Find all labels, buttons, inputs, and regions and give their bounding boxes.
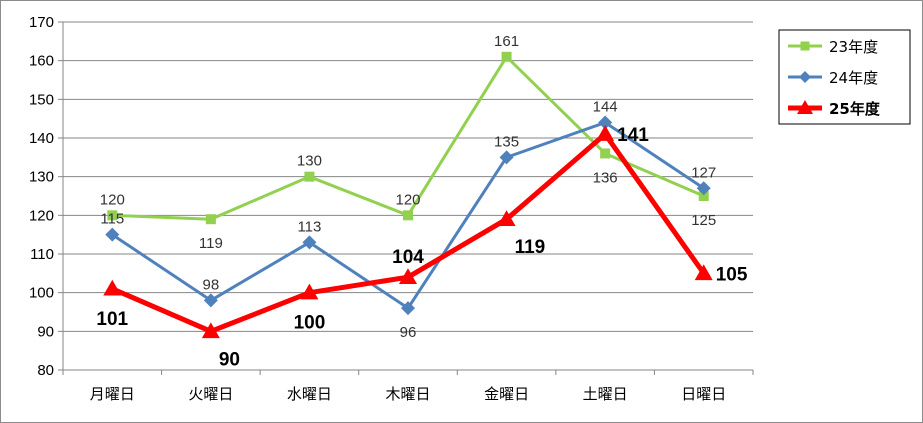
data-label: 127 [691,164,716,181]
data-point-square [205,214,216,225]
y-tick-label: 170 [29,14,54,31]
series-24年度 [105,115,711,316]
data-point-diamond [696,181,711,196]
data-label: 101 [96,309,128,330]
y-tick-label: 90 [37,323,54,340]
x-tick-label: 木曜日 [385,385,430,403]
data-point-square [107,210,118,221]
data-label: 100 [294,313,326,334]
data-labels: 120 119 130 120 161 136 125 115 98 113 96 135 144 127… [96,33,747,371]
data-label: 120 [100,191,125,208]
data-point-diamond [302,235,317,250]
y-axis-tick-labels: 80 90 100 110 120 130 140 150 160 170 [29,14,54,379]
data-point-square [698,191,709,201]
y-tick-label: 140 [29,130,54,147]
data-label: 115 [100,211,124,228]
y-tick-label: 150 [29,91,54,108]
data-label: 98 [203,276,220,293]
data-label: 130 [297,153,322,170]
x-tick-label: 火曜日 [188,385,233,403]
x-tick-label: 土曜日 [583,385,628,403]
data-point-square [501,51,512,62]
y-tick-label: 100 [29,285,54,302]
y-tick-label: 80 [37,362,54,379]
data-point-triangle [497,210,516,226]
series-lines [103,51,713,339]
data-label: 105 [716,264,748,285]
data-point-diamond [203,293,218,308]
y-tick-label: 120 [29,207,54,224]
data-point-triangle [694,264,713,281]
x-tick-label: 日曜日 [681,385,726,403]
data-point-diamond [105,227,120,242]
y-tick-label: 160 [29,53,54,70]
series-25年度 [103,125,713,339]
data-label: 104 [392,247,424,268]
data-point-diamond [499,150,514,165]
x-tick-label: 金曜日 [484,385,529,403]
legend: 23年度 24年度 25年度 [778,29,911,125]
data-point-triangle [103,279,122,296]
data-label: 141 [617,125,649,146]
data-label: 136 [593,169,618,186]
data-label: 90 [219,349,240,370]
data-label: 113 [297,218,321,235]
data-point-diamond [598,115,613,130]
legend-label: 25年度 [829,100,881,118]
legend-label: 24年度 [829,69,878,87]
data-point-triangle [399,268,417,284]
data-point-triangle [201,322,220,339]
data-point-triangle [596,125,615,141]
data-point-square [403,210,413,221]
axes [62,22,754,375]
x-tick-label: 水曜日 [287,385,332,403]
series-23年度 [107,51,709,225]
legend-label: 23年度 [829,38,878,56]
data-point-triangle [300,283,319,300]
data-point-triangle [797,100,813,114]
data-label: 119 [515,237,546,258]
x-tick-label: 月曜日 [90,385,135,403]
data-label: 161 [494,33,519,50]
y-tick-label: 130 [29,169,54,186]
data-label: 119 [199,235,223,252]
data-label: 144 [593,99,618,116]
data-point-square [600,148,611,159]
data-label: 96 [400,324,417,341]
y-tick-label: 110 [30,246,54,263]
data-label: 125 [691,212,716,229]
data-label: 135 [494,133,519,150]
data-point-diamond [401,301,415,316]
data-point-diamond [799,71,811,83]
data-label: 120 [395,191,420,208]
data-point-square [304,171,315,182]
x-axis-tick-labels: 月曜日 火曜日 水曜日 木曜日 金曜日 土曜日 日曜日 [90,385,726,403]
data-point-square [800,41,810,51]
